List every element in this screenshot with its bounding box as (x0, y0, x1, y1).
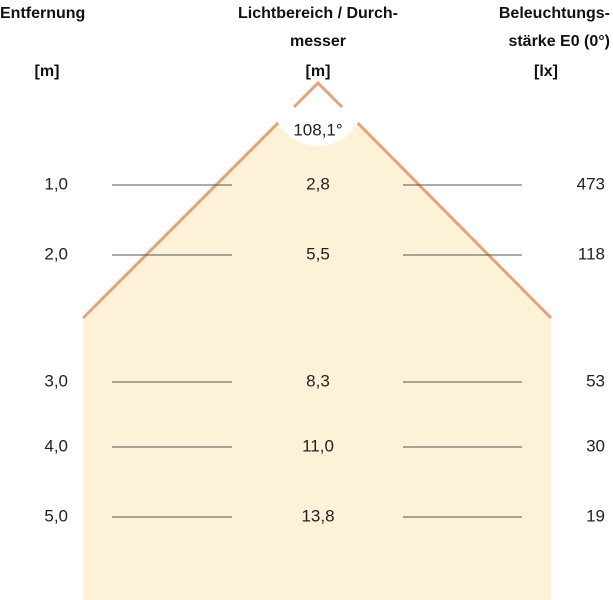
angle-cutout (272, 54, 364, 146)
cell: 53 (586, 371, 605, 390)
cell: 19 (586, 506, 605, 525)
header-unit: [lx] (534, 63, 558, 80)
header-text: Beleuchtungs- (499, 5, 610, 22)
cell: 2,0 (44, 244, 68, 263)
cell: 2,8 (306, 174, 330, 193)
cell: 5,5 (306, 244, 330, 263)
cell: 1,0 (44, 174, 68, 193)
beam-angle: 108,1° (293, 120, 342, 139)
header-text: stärke E0 (0°) (508, 33, 610, 50)
cell: 118 (578, 244, 605, 263)
light-cone (83, 83, 551, 600)
cell: 3,0 (44, 371, 68, 390)
cell: 30 (586, 436, 605, 455)
cell: 13,8 (301, 506, 334, 525)
header-unit: [m] (35, 63, 60, 80)
header-text: Lichtbereich / Durch- (238, 5, 398, 22)
cell: 5,0 (44, 506, 68, 525)
cell: 8,3 (306, 371, 330, 390)
header-text: messer (290, 33, 346, 50)
cell: 4,0 (44, 436, 68, 455)
cell: 473 (577, 174, 605, 193)
cell: 11,0 (302, 436, 334, 455)
header-text: Entfernung (0, 5, 85, 22)
header-unit: [m] (306, 63, 331, 80)
beam-apex (292, 80, 344, 109)
